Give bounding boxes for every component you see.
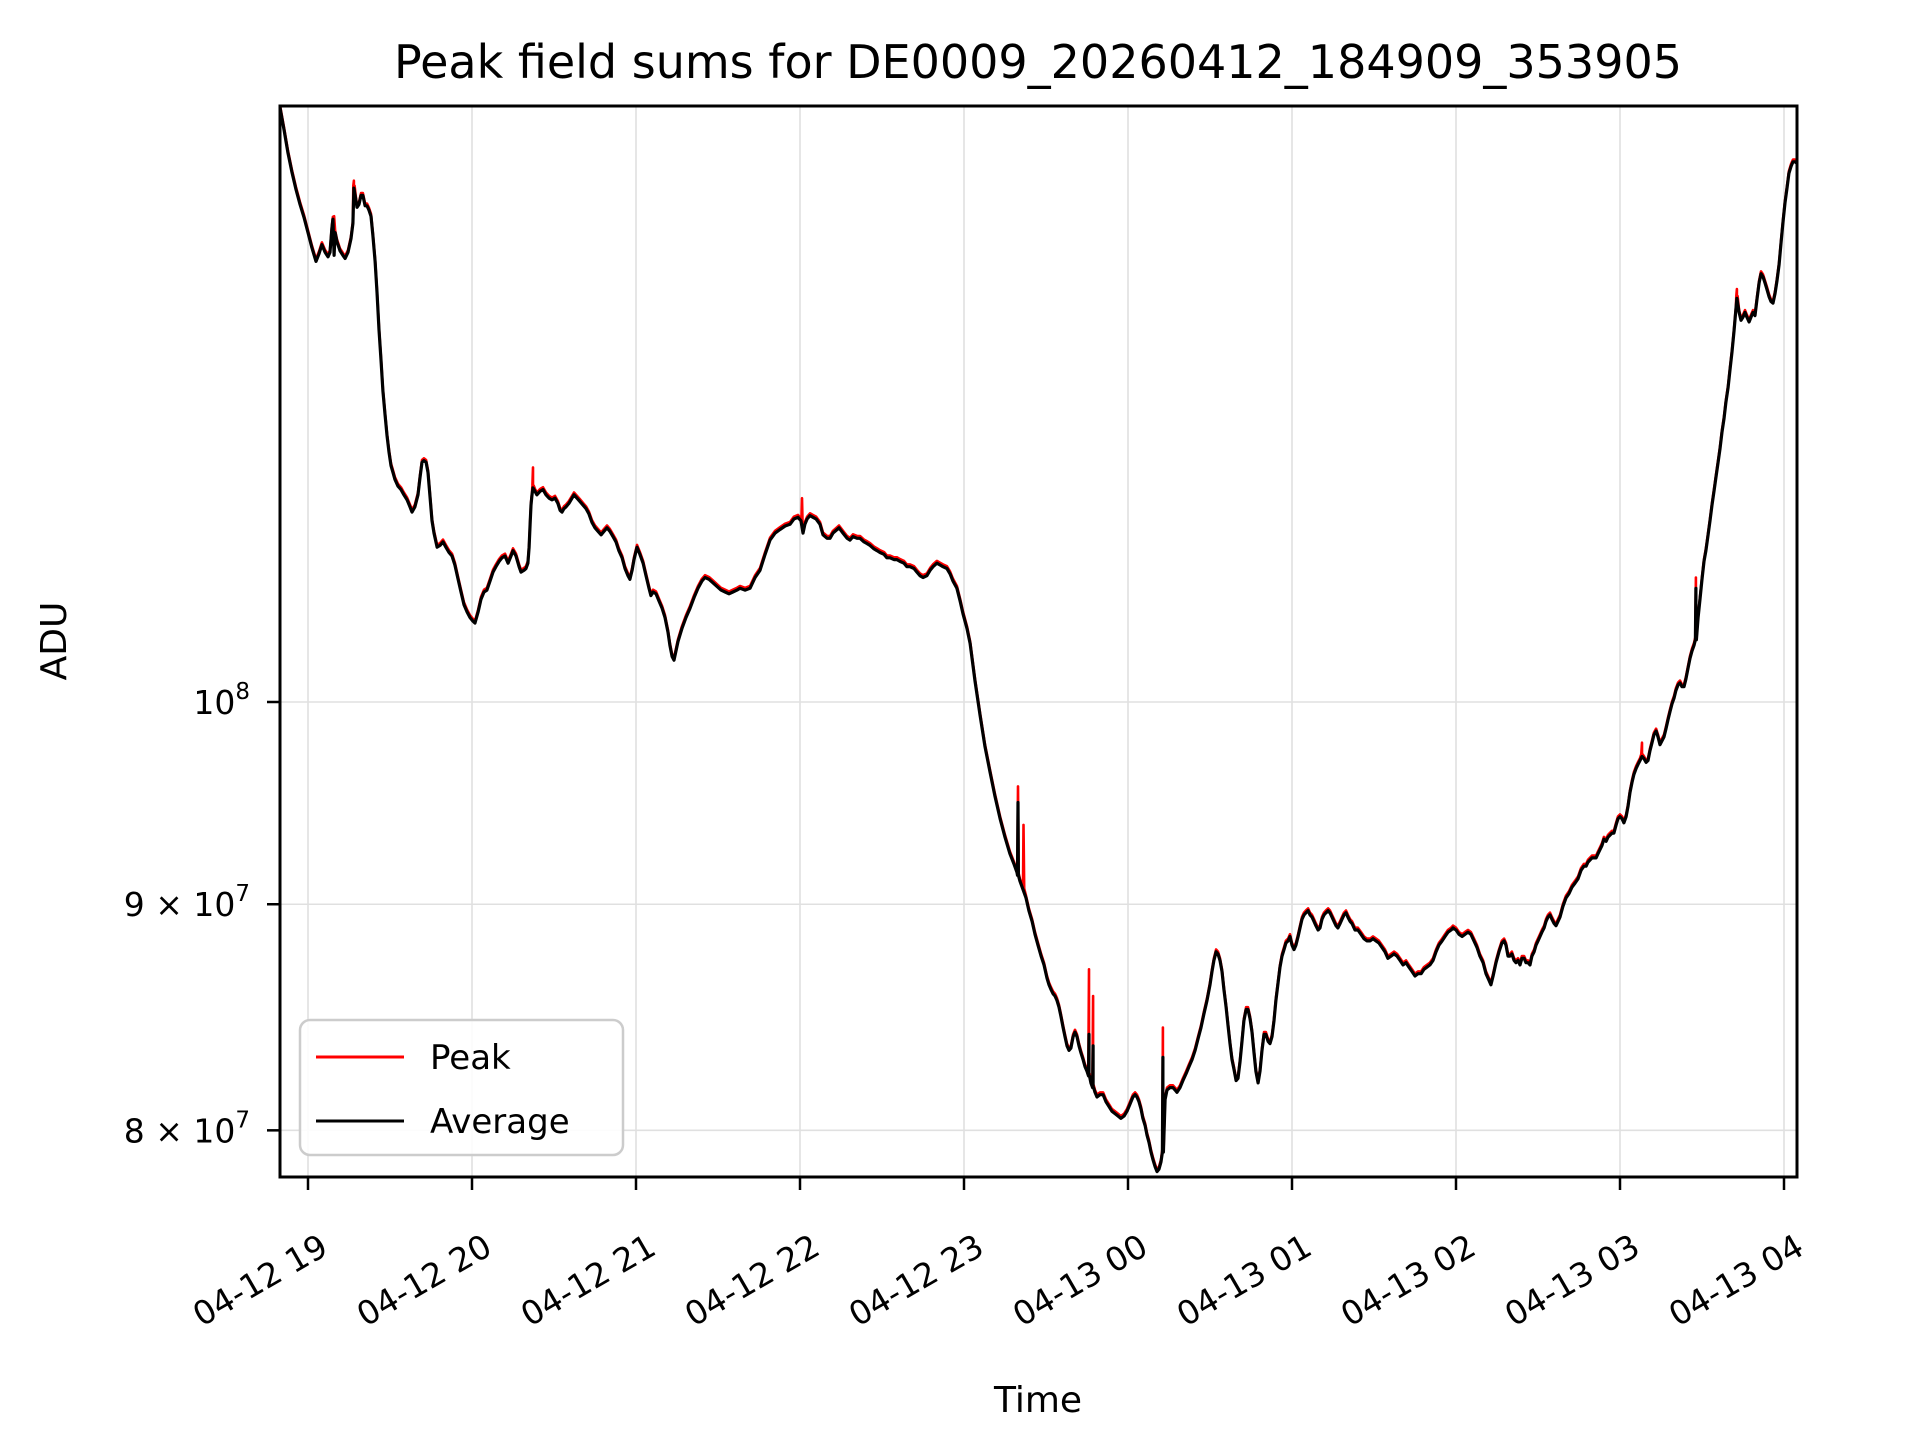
y-axis-label: ADU	[34, 602, 75, 681]
x-axis-label: Time	[993, 1380, 1082, 1421]
grid-layer	[280, 106, 1797, 1177]
x-tick-label: 04-13 03	[1498, 1226, 1646, 1334]
x-tick-label: 04-13 00	[1006, 1226, 1154, 1334]
legend-average-label: Average	[430, 1102, 570, 1142]
legend-box: Peak Average	[298, 1018, 625, 1157]
x-tick-label: 04-13 02	[1334, 1226, 1482, 1334]
x-tick-label: 04-12 22	[678, 1226, 826, 1334]
tick-layer: 04-12 19 04-12 20 04-12 21 04-12 22 04-12 23…	[124, 679, 1810, 1334]
x-tick-label: 04-13 04	[1662, 1226, 1810, 1334]
legend-peak-label: Peak	[430, 1038, 511, 1078]
axes-spines	[278, 104, 1799, 1179]
x-tick-label: 04-12 23	[842, 1226, 990, 1334]
y-tick-label: 8 × 107	[124, 1107, 250, 1150]
x-tick-label: 04-12 21	[514, 1226, 662, 1334]
average-line	[280, 107, 1797, 1174]
x-tick-label: 04-13 01	[1170, 1226, 1318, 1334]
chart-title: Peak field sums for DE0009_20260412_1849…	[394, 35, 1682, 89]
series-layer	[280, 106, 1797, 1174]
x-tick-label: 04-12 20	[350, 1226, 498, 1334]
y-tick-label: 9 × 107	[124, 881, 250, 924]
x-tick-label: 04-12 19	[186, 1226, 334, 1334]
y-tick-label: 108	[193, 679, 250, 722]
peak-line	[280, 106, 1797, 1171]
